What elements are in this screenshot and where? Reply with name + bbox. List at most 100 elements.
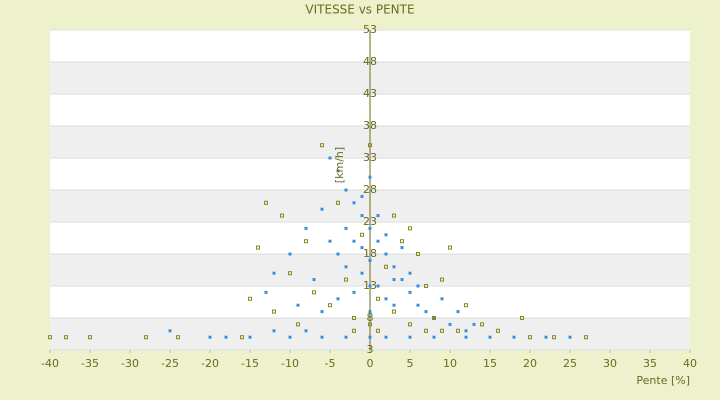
point bbox=[368, 143, 372, 148]
point bbox=[384, 264, 388, 269]
x-tick-label: 40 bbox=[683, 357, 697, 370]
point bbox=[248, 335, 252, 339]
x-tick-label: 5 bbox=[407, 357, 414, 370]
point bbox=[440, 277, 444, 282]
point bbox=[176, 335, 180, 340]
point bbox=[224, 335, 228, 339]
point bbox=[288, 252, 292, 256]
y-tick-label: 13 bbox=[363, 279, 377, 292]
y-tick-label: 8 bbox=[367, 311, 374, 324]
point bbox=[304, 239, 308, 244]
point bbox=[384, 335, 388, 339]
point bbox=[520, 316, 524, 320]
point bbox=[568, 335, 572, 339]
point bbox=[376, 239, 380, 243]
point bbox=[304, 329, 308, 333]
point bbox=[584, 335, 588, 340]
x-tick-label: -35 bbox=[81, 357, 99, 370]
point bbox=[144, 335, 148, 340]
point bbox=[360, 214, 364, 218]
point bbox=[400, 239, 404, 244]
point bbox=[64, 335, 68, 340]
point bbox=[480, 322, 484, 327]
point bbox=[408, 226, 412, 231]
point bbox=[312, 290, 316, 295]
point bbox=[336, 169, 340, 173]
point bbox=[352, 239, 356, 243]
point bbox=[432, 335, 436, 339]
point bbox=[168, 329, 172, 333]
point bbox=[272, 329, 276, 333]
point bbox=[320, 310, 324, 314]
point bbox=[304, 226, 308, 230]
point bbox=[320, 207, 324, 211]
point bbox=[336, 200, 340, 205]
y-tick-label: 38 bbox=[363, 119, 377, 132]
point bbox=[272, 309, 276, 314]
y-tick-label: 28 bbox=[363, 183, 377, 196]
x-tick-label: 15 bbox=[483, 357, 497, 370]
point bbox=[440, 297, 444, 301]
y-tick-label: 3 bbox=[367, 343, 374, 356]
point bbox=[368, 310, 372, 314]
point bbox=[344, 226, 348, 230]
point bbox=[432, 316, 436, 320]
point bbox=[288, 271, 292, 276]
x-tick-label: 25 bbox=[563, 357, 577, 370]
point bbox=[344, 188, 348, 192]
point bbox=[256, 245, 260, 250]
point bbox=[368, 322, 372, 327]
point bbox=[280, 213, 284, 218]
point bbox=[360, 232, 364, 237]
x-tick-label: -15 bbox=[241, 357, 259, 370]
point bbox=[408, 271, 412, 275]
point bbox=[544, 335, 548, 339]
point bbox=[408, 322, 412, 327]
point bbox=[352, 201, 356, 205]
point bbox=[368, 258, 372, 262]
point bbox=[464, 303, 468, 308]
point bbox=[416, 284, 420, 288]
point bbox=[456, 310, 460, 314]
point bbox=[328, 239, 332, 243]
y-tick-label: 18 bbox=[363, 247, 377, 260]
point bbox=[384, 252, 388, 256]
point bbox=[344, 265, 348, 269]
point bbox=[384, 233, 388, 237]
x-tick-label: 35 bbox=[643, 357, 657, 370]
point bbox=[392, 303, 396, 307]
point bbox=[320, 335, 324, 339]
plot-area bbox=[48, 29, 691, 353]
point bbox=[432, 316, 436, 320]
point bbox=[368, 335, 372, 339]
point bbox=[408, 290, 412, 294]
point bbox=[512, 335, 516, 339]
point bbox=[424, 284, 428, 288]
point bbox=[552, 335, 556, 340]
y-tick-label: 53 bbox=[363, 23, 377, 36]
x-tick-label: -20 bbox=[201, 357, 219, 370]
point bbox=[272, 271, 276, 275]
x-tick-label: 0 bbox=[367, 357, 374, 370]
point bbox=[352, 328, 356, 333]
point bbox=[328, 303, 332, 308]
point bbox=[352, 290, 356, 294]
point bbox=[360, 271, 364, 275]
point bbox=[368, 284, 372, 288]
point bbox=[376, 296, 380, 301]
point bbox=[360, 246, 364, 250]
point bbox=[440, 328, 444, 333]
point bbox=[472, 322, 476, 326]
point bbox=[368, 226, 372, 230]
point bbox=[416, 252, 420, 256]
x-tick-label: -10 bbox=[281, 357, 299, 370]
x-tick-label: 20 bbox=[523, 357, 537, 370]
point bbox=[88, 335, 92, 340]
point bbox=[264, 290, 268, 294]
point bbox=[296, 322, 300, 327]
point bbox=[288, 335, 292, 339]
point bbox=[368, 175, 372, 179]
x-tick-label: 30 bbox=[603, 357, 617, 370]
y-tick-label: 23 bbox=[363, 215, 377, 228]
